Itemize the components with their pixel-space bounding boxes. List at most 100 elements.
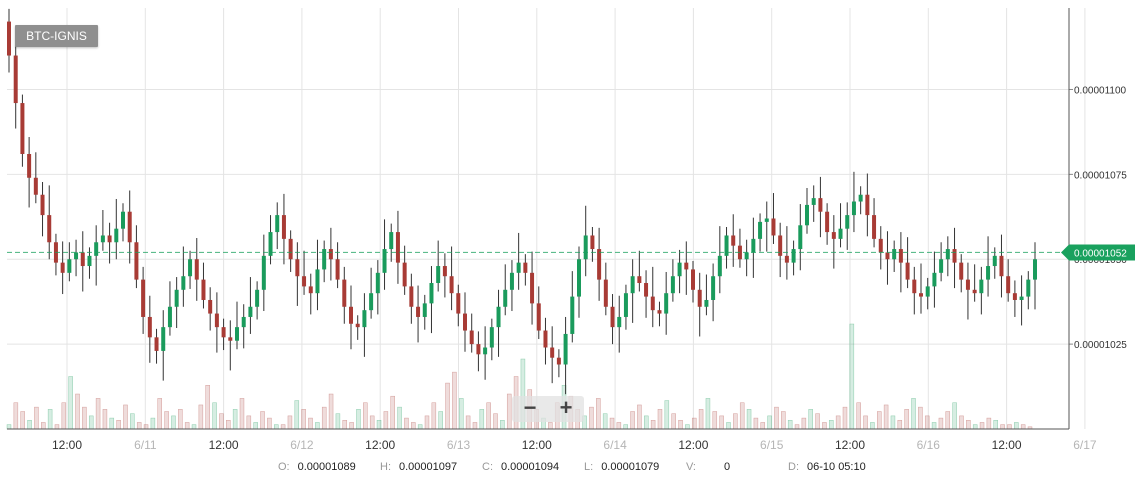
candle-down [556, 357, 561, 365]
candle-down [221, 327, 226, 338]
volume-bar [267, 417, 272, 430]
volume-bar [253, 422, 258, 430]
volume-bar [226, 420, 231, 430]
candle-up [114, 228, 119, 243]
zoom-out-button[interactable]: − [523, 395, 537, 420]
volume-bar [1000, 424, 1005, 430]
volume-bar [596, 398, 601, 430]
volume-bar [445, 382, 450, 430]
candle-up [516, 262, 521, 273]
candle-down [872, 215, 877, 239]
candle-up [791, 249, 796, 263]
candle-up [422, 303, 427, 317]
volume-bar [171, 415, 176, 430]
candle-down [456, 293, 461, 314]
volume-bar [205, 385, 210, 430]
candle-down [194, 259, 199, 280]
x-tick-label: 12:00 [678, 438, 708, 452]
candle-down [141, 279, 146, 317]
volume-bar [637, 404, 642, 430]
candle-up [851, 201, 856, 216]
candle-up [362, 310, 367, 328]
x-tick-label: 12:00 [992, 438, 1022, 452]
candle-up [617, 316, 622, 328]
volume-bar [61, 402, 67, 430]
volume-bar [47, 409, 53, 430]
candle-up [429, 283, 434, 304]
volume-bar [123, 404, 128, 430]
candle-up [509, 272, 514, 290]
volume-bar [856, 402, 861, 430]
volume-bar [184, 422, 190, 430]
volume-bar [321, 406, 327, 430]
candle-up [268, 232, 273, 256]
volume-bar [712, 411, 718, 430]
volume-bar [835, 415, 841, 430]
candle-down [416, 306, 421, 317]
volume-bar [623, 424, 628, 430]
candle-up [892, 249, 897, 260]
candle-down [912, 279, 917, 294]
volume-bar [472, 422, 478, 430]
pair-label-button[interactable]: BTC-IGNIS [15, 25, 98, 47]
candle-up [744, 252, 749, 260]
high-readout: H: 0.00001097 [380, 461, 458, 473]
volume-bar [479, 409, 485, 430]
candle-up [570, 296, 575, 334]
candle-down [959, 262, 964, 280]
volume-bar [404, 417, 409, 430]
candle-down [308, 286, 313, 294]
candle-up [805, 204, 809, 226]
volume-bar [75, 393, 80, 430]
zoom-in-button[interactable]: + [559, 395, 573, 420]
chart-axes: 12:00 6/11 12:00 6/12 12:00 6/13 12:00 6/14 12:0… [7, 8, 1135, 452]
volume-bar [739, 402, 745, 430]
volume-bar [390, 395, 395, 430]
volume-bar [431, 402, 437, 430]
volume-bar [589, 406, 594, 430]
candle-down [650, 296, 655, 311]
volume-bar [363, 402, 368, 430]
volume-bar [986, 417, 992, 430]
volume-bar [143, 424, 149, 430]
candle-down [784, 255, 789, 263]
volume-bar [644, 415, 649, 430]
y-tick-label: 0.00001025 [1074, 340, 1127, 351]
volume-bar [863, 415, 868, 430]
candle-down [550, 347, 555, 358]
volume-bar [130, 413, 135, 430]
candle-up [241, 316, 246, 328]
candle-up [167, 306, 172, 328]
volume-bar [924, 415, 930, 430]
candle-up [87, 255, 92, 267]
volume-bar [109, 417, 115, 430]
candle-down [295, 259, 300, 277]
current-price-tag [1061, 244, 1135, 261]
x-tick-label: 12:00 [209, 438, 239, 452]
candle-up [1033, 259, 1037, 280]
candle-down [134, 242, 139, 280]
candle-up [583, 235, 588, 260]
volume-bar [157, 398, 163, 430]
candle-down [778, 235, 783, 256]
volume-bar [664, 400, 670, 430]
volume-bar [438, 411, 443, 430]
volume-bar [68, 376, 73, 430]
chart-grid [7, 8, 1086, 429]
candle-down [442, 266, 447, 277]
candle-down [657, 310, 662, 314]
candle-up [483, 347, 488, 355]
candle-up [436, 266, 441, 284]
x-tick-label: 6/15 [760, 438, 784, 452]
volume-bar [705, 398, 711, 430]
candle-down [610, 306, 615, 328]
volume-bar [698, 409, 704, 430]
volume-bar [602, 413, 608, 430]
candle-down [898, 249, 903, 263]
volume-bar [452, 371, 457, 430]
volume-bar [308, 417, 313, 430]
volume-bar [849, 323, 855, 430]
volume-bar [657, 409, 663, 430]
volume-bar [794, 424, 800, 430]
